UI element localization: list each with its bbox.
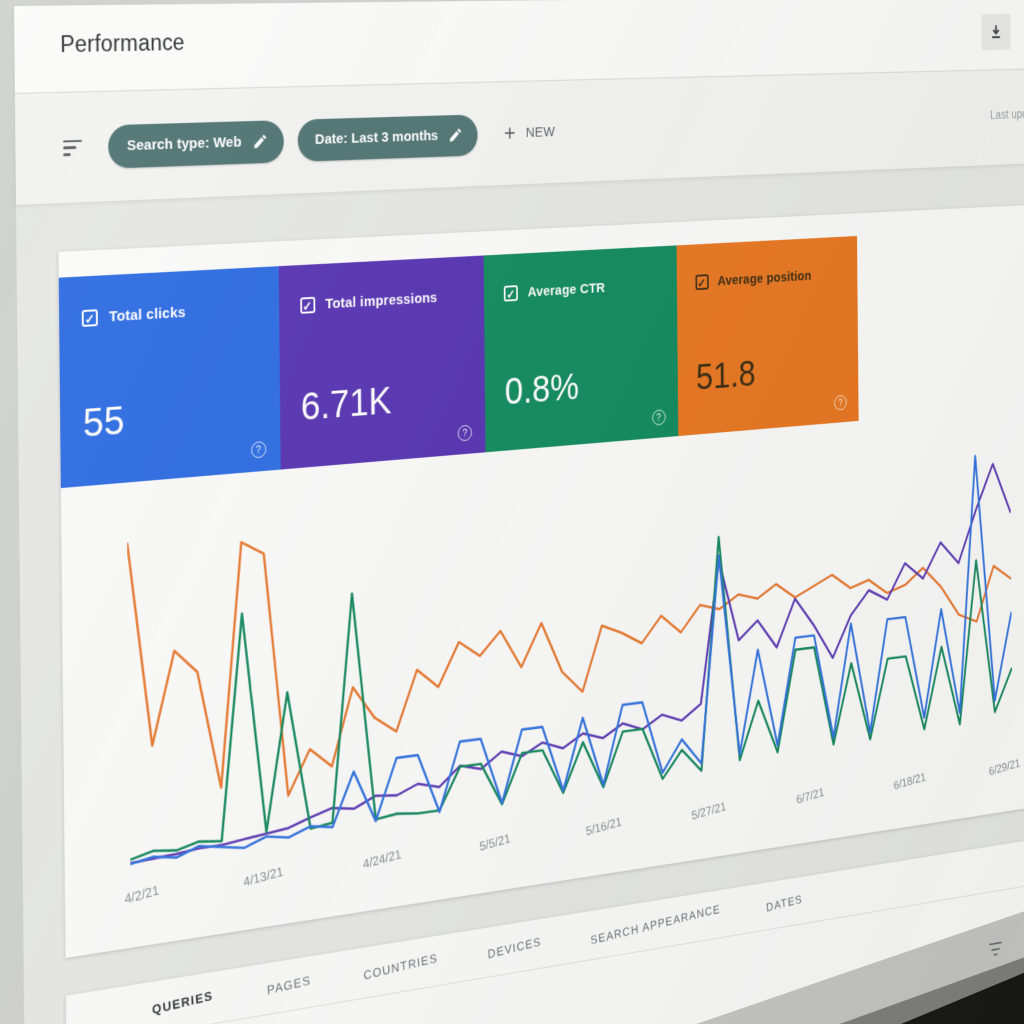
tab-dates[interactable]: DATES: [765, 891, 803, 914]
performance-panel: ✓ Total clicks 55 ? ✓ Total impressions …: [58, 202, 1024, 959]
metric-card-average-ctr[interactable]: ✓ Average CTR 0.8% ?: [483, 245, 678, 453]
metric-value: 6.71K: [300, 380, 392, 429]
edit-pencil-icon: [449, 128, 462, 142]
metric-value: 0.8%: [504, 366, 580, 413]
x-axis-label: 4/24/21: [361, 846, 402, 872]
plus-icon: +: [503, 120, 516, 146]
last-updated-text: Last updated: 5 hour: [990, 105, 1024, 122]
tab-queries[interactable]: QUERIES: [151, 987, 214, 1017]
tab-countries[interactable]: COUNTRIES: [362, 950, 439, 983]
tab-search-appearance[interactable]: SEARCH APPEARANCE: [589, 901, 721, 947]
new-filter-button[interactable]: + NEW: [504, 119, 555, 146]
date-range-chip[interactable]: Date: Last 3 months: [297, 113, 478, 162]
metric-card-average-position[interactable]: ✓ Average position 51.8 ?: [676, 235, 859, 437]
metric-card-total-impressions[interactable]: ✓ Total impressions 6.71K ?: [278, 255, 486, 470]
checkbox-checked-icon[interactable]: ✓: [695, 274, 709, 291]
performance-chart: [127, 439, 1013, 876]
filter-list-icon[interactable]: [63, 139, 84, 156]
table-filter-icon[interactable]: [989, 941, 1003, 956]
metric-value: 51.8: [695, 354, 756, 398]
date-range-chip-label: Date: Last 3 months: [314, 127, 439, 148]
metric-label: Total clicks: [108, 304, 186, 326]
help-icon[interactable]: ?: [834, 394, 847, 411]
tab-pages[interactable]: PAGES: [266, 972, 312, 997]
checkbox-checked-icon[interactable]: ✓: [81, 309, 98, 327]
x-axis-label: 5/16/21: [585, 814, 623, 839]
metric-cards: ✓ Total clicks 55 ? ✓ Total impressions …: [58, 235, 859, 489]
metric-value: 55: [82, 399, 125, 446]
help-icon[interactable]: ?: [250, 440, 266, 459]
page-title: Performance: [60, 29, 185, 58]
x-axis-label: 6/7/21: [795, 785, 826, 807]
filter-bar: Search type: Web Date: Last 3 months + N…: [14, 68, 1024, 206]
search-type-chip-label: Search type: Web: [126, 133, 242, 155]
search-type-chip[interactable]: Search type: Web: [108, 119, 284, 169]
metric-label: Average CTR: [527, 280, 606, 301]
help-icon[interactable]: ?: [457, 424, 473, 442]
checkbox-checked-icon[interactable]: ✓: [299, 296, 315, 314]
tab-devices[interactable]: DEVICES: [487, 933, 542, 961]
metric-label: Total impressions: [325, 289, 438, 313]
x-axis-label: 4/13/21: [242, 864, 285, 890]
x-axis-label: 5/5/21: [478, 831, 511, 854]
x-axis-label: 6/29/21: [988, 756, 1021, 779]
x-axis-label: 4/2/21: [123, 882, 160, 907]
new-filter-label: NEW: [525, 124, 556, 141]
app-window: Performance Search type: Web Date: Last …: [14, 0, 1024, 1024]
metric-card-total-clicks[interactable]: ✓ Total clicks 55 ?: [58, 266, 281, 489]
metric-label: Average position: [717, 268, 812, 289]
help-icon[interactable]: ?: [651, 409, 666, 426]
export-button[interactable]: [981, 13, 1011, 51]
x-axis-label: 6/18/21: [892, 770, 927, 793]
edit-pencil-icon: [253, 134, 267, 149]
x-axis-label: 5/27/21: [690, 799, 727, 823]
download-icon: [990, 24, 1003, 40]
checkbox-checked-icon[interactable]: ✓: [503, 285, 518, 302]
